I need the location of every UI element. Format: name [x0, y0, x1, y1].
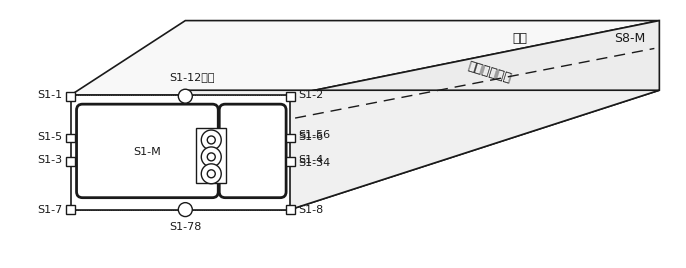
Bar	[196, 128, 226, 183]
Text: S1-12首端: S1-12首端	[169, 72, 215, 82]
Text: S1-56: S1-56	[298, 130, 330, 140]
Text: S8-M: S8-M	[614, 32, 645, 45]
Bar	[66, 92, 75, 101]
Text: S1-7: S1-7	[37, 204, 62, 215]
Circle shape	[201, 147, 222, 167]
Circle shape	[207, 153, 215, 161]
FancyBboxPatch shape	[220, 104, 286, 198]
Text: S1-1: S1-1	[38, 90, 62, 100]
Circle shape	[201, 164, 222, 184]
Text: S1-2: S1-2	[298, 90, 323, 100]
Polygon shape	[290, 21, 659, 210]
Text: S1-4: S1-4	[298, 155, 323, 165]
Circle shape	[207, 136, 215, 144]
Text: 尾端: 尾端	[512, 32, 527, 45]
Circle shape	[178, 89, 192, 103]
Polygon shape	[71, 21, 659, 95]
Bar	[66, 133, 75, 143]
Polygon shape	[71, 90, 659, 210]
FancyBboxPatch shape	[77, 104, 218, 198]
Polygon shape	[71, 95, 290, 210]
Text: S1-8: S1-8	[298, 204, 323, 215]
Text: S1-78: S1-78	[169, 222, 202, 232]
Bar	[285, 92, 294, 101]
Text: S1-34: S1-34	[298, 158, 331, 168]
Circle shape	[178, 203, 192, 217]
Bar	[66, 157, 75, 166]
Bar	[285, 133, 294, 143]
Bar	[66, 205, 75, 214]
Text: S1-M: S1-M	[134, 147, 161, 157]
Circle shape	[201, 130, 222, 150]
Text: S1-6: S1-6	[298, 132, 323, 142]
Text: S1-5: S1-5	[38, 132, 62, 142]
Bar	[285, 205, 294, 214]
Text: 管节实际轴线: 管节实际轴线	[466, 59, 513, 85]
Bar	[285, 157, 294, 166]
Circle shape	[207, 170, 215, 178]
Text: S1-3: S1-3	[38, 155, 62, 165]
